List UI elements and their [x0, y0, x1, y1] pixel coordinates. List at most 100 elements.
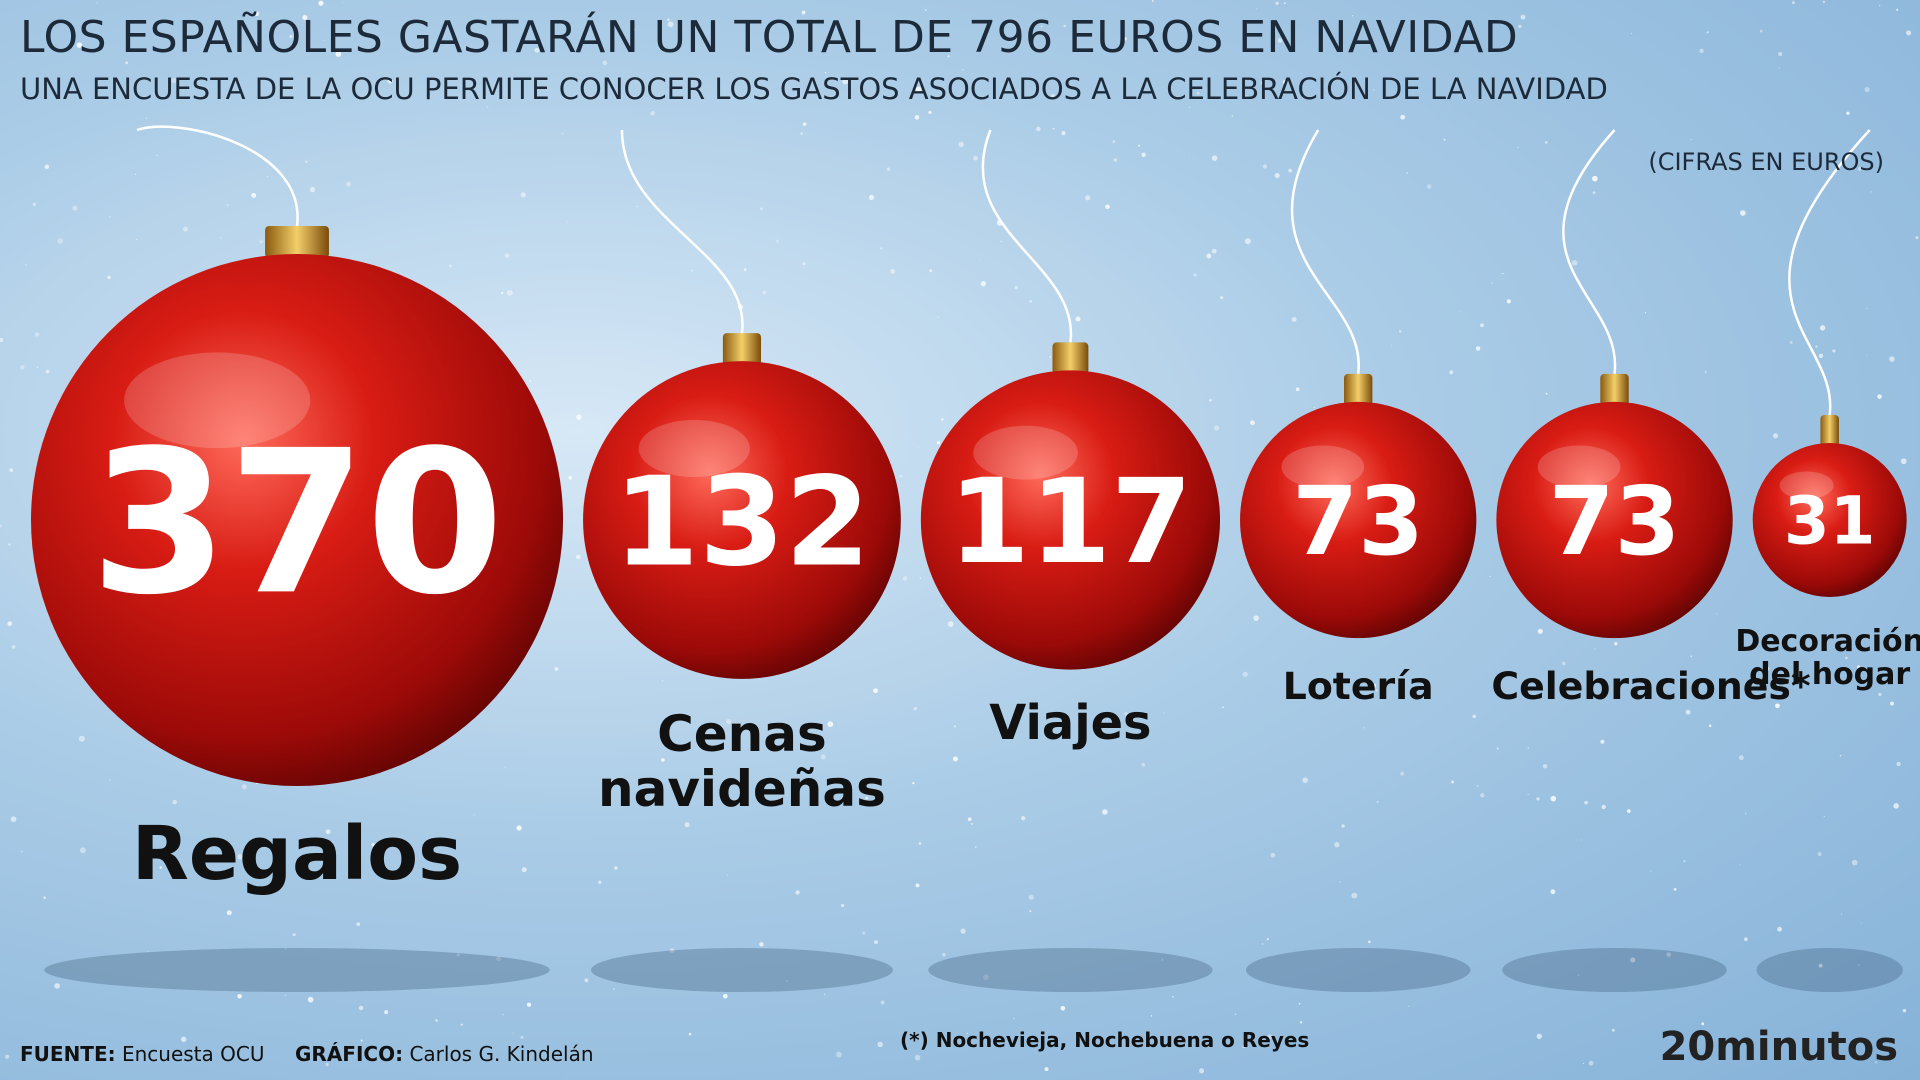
snowflake [1406, 172, 1408, 174]
snowflake [1105, 204, 1110, 209]
snowflake [1506, 299, 1511, 304]
snowflake [1137, 144, 1141, 147]
snowflake [1818, 963, 1823, 968]
snowflake [1592, 175, 1598, 182]
snowflake [1789, 341, 1793, 344]
snowflake [1890, 701, 1895, 706]
snowflake [1704, 370, 1707, 374]
snowflake [827, 721, 834, 728]
snowflake [1614, 642, 1618, 646]
snowflake [762, 306, 764, 307]
snowflake [1517, 146, 1519, 149]
string [620, 129, 744, 334]
snowflake [602, 60, 608, 66]
snowflake [564, 1078, 566, 1079]
snowflake [1588, 1060, 1594, 1066]
snowflake [1250, 420, 1255, 426]
snowflake [1866, 307, 1868, 310]
shadow [1245, 948, 1471, 992]
highlight [1537, 445, 1621, 489]
brand-logo: 20minutos [1659, 1024, 1898, 1070]
snowflake [690, 269, 693, 272]
snowflake [11, 644, 16, 649]
snowflake [125, 61, 129, 65]
snowflake [305, 160, 308, 164]
snowflake [928, 110, 932, 115]
snowflake [667, 21, 674, 28]
snowflake [1818, 353, 1824, 359]
snowflake [1475, 346, 1481, 351]
snowflake [109, 215, 111, 218]
snowflake [25, 30, 29, 34]
snowflake [1644, 312, 1647, 314]
ornament [1240, 401, 1477, 639]
snowflake [1772, 433, 1779, 439]
snowflake [356, 922, 361, 926]
snowflake [913, 706, 917, 711]
snowflake [54, 983, 60, 989]
snowflake [899, 474, 903, 478]
snowflake [842, 78, 849, 85]
snowflake [1489, 575, 1491, 578]
snowflake [9, 468, 14, 472]
snowflake [1373, 89, 1375, 91]
snowflake [172, 799, 178, 805]
snowflake [181, 1036, 187, 1042]
snowflake [1791, 1, 1795, 5]
snowflake [1244, 238, 1251, 245]
snowflake [1050, 94, 1056, 99]
unit-note: (CIFRAS EN EUROS) [1648, 148, 1884, 176]
snowflake [1550, 889, 1556, 895]
snowflake [487, 106, 489, 108]
snowflake [1550, 795, 1557, 802]
snowflake [447, 856, 450, 859]
snowflake [614, 866, 618, 870]
snowflake [1690, 138, 1692, 141]
highlight [1779, 471, 1834, 500]
snowflake [1893, 803, 1899, 809]
string [1788, 129, 1871, 416]
snowflake [309, 186, 316, 193]
value-label: 31 [1784, 483, 1876, 560]
snowflake [661, 758, 665, 762]
subtitle: UNA ENCUESTA DE LA OCU PERMITE CONOCER L… [20, 72, 1608, 106]
snowflake [554, 667, 559, 671]
snowflake [1124, 712, 1128, 716]
snowflake [1577, 974, 1580, 976]
snowflake [521, 867, 527, 873]
snowflake [1764, 666, 1770, 672]
snowflake [109, 779, 111, 781]
snowflake [79, 847, 86, 854]
snowflake [324, 857, 329, 862]
snowflake [1209, 399, 1212, 402]
snowflake [1222, 706, 1224, 709]
snowflake [5, 1054, 10, 1059]
snowflake [1464, 26, 1468, 29]
snowflake [707, 790, 711, 794]
snowflake [1014, 285, 1018, 290]
snowflake [1341, 824, 1345, 828]
snowflake [776, 239, 779, 243]
snowflake [1044, 1067, 1049, 1072]
snowflake [135, 238, 138, 241]
snowflake [953, 725, 956, 728]
snowflake [1536, 797, 1540, 801]
snowflake [1113, 158, 1118, 162]
snowflake [1496, 747, 1499, 750]
snowflake [1584, 800, 1588, 805]
snowflake [1267, 1034, 1273, 1040]
snowflake [289, 34, 293, 39]
snowflake [335, 51, 342, 57]
snowflake [1161, 958, 1164, 961]
snowflake [1822, 0, 1826, 4]
snowflake [1600, 739, 1605, 744]
snowflake [1288, 168, 1293, 173]
snowflake [865, 796, 868, 800]
snowflake [237, 853, 243, 860]
snowflake [1866, 354, 1868, 356]
snowflake [1683, 860, 1686, 863]
snowflake [973, 155, 978, 161]
snowflake [284, 994, 286, 996]
snowflake [661, 680, 664, 682]
snowflake [912, 781, 915, 785]
